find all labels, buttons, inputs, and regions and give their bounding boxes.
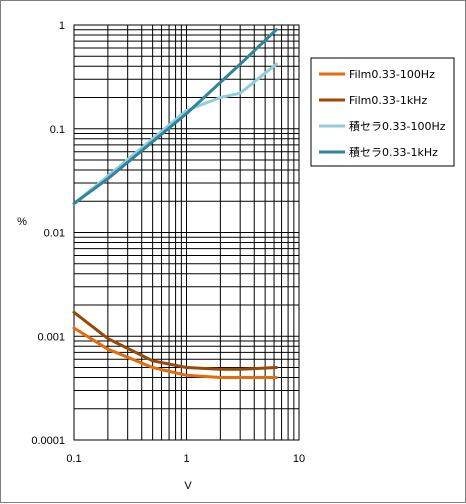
y-tick-labels: 0.0001 0.001 0.01 0.1 1 xyxy=(31,20,65,447)
x-axis-title: V xyxy=(184,480,192,492)
plot-area-border xyxy=(73,24,300,441)
legend: Film0.33-100Hz Film0.33-1kHz 積セラ0.33-100Hz… xyxy=(310,57,455,167)
y-tick-label: 0.001 xyxy=(37,331,65,343)
legend-label-1: Film0.33-100Hz xyxy=(349,68,435,81)
legend-label-4: 積セラ0.33-1kHz xyxy=(349,145,438,159)
y-axis-title: % xyxy=(17,216,27,228)
series-line-1 xyxy=(72,326,278,379)
x-tick-label: 1 xyxy=(183,453,189,465)
legend-label-2: Film0.33-1kHz xyxy=(349,94,427,107)
y-tick-label: 1 xyxy=(59,20,65,32)
series-line-3 xyxy=(72,62,278,206)
y-tick-label: 0.1 xyxy=(50,124,65,136)
x-tick-labels: 0.1 1 10 xyxy=(66,453,305,465)
legend-items: Film0.33-100Hz Film0.33-1kHz 積セラ0.33-100Hz… xyxy=(319,68,446,159)
x-tick-label: 10 xyxy=(293,453,305,465)
y-tick-label: 0.0001 xyxy=(31,435,65,447)
legend-box xyxy=(310,57,455,167)
legend-label-3: 積セラ0.33-100Hz xyxy=(349,119,446,133)
series-lines xyxy=(72,28,278,379)
series-line-4 xyxy=(72,28,278,206)
series-line-2 xyxy=(72,310,278,371)
y-tick-label: 0.01 xyxy=(44,228,65,240)
x-tick-label: 0.1 xyxy=(66,453,81,465)
